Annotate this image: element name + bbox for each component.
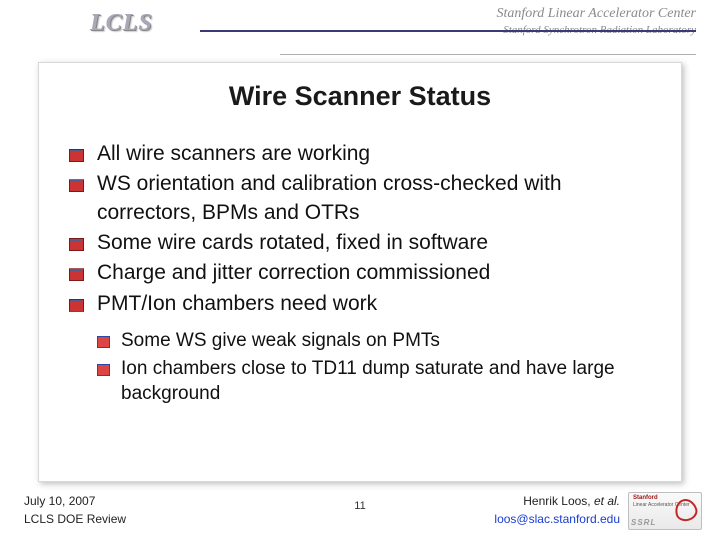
slide-header: LCLS Stanford Linear Accelerator Center … [0, 0, 720, 58]
lcls-logo: LCLS [90, 10, 153, 37]
badge-stanford: Stanford [633, 495, 658, 501]
bullet-text: Charge and jitter correction commissione… [97, 261, 490, 284]
org-line-1: Stanford Linear Accelerator Center [497, 6, 696, 22]
sub-bullet-item: Ion chambers close to TD11 dump saturate… [97, 356, 657, 407]
footer-right: Henrik Loos, et al. loos@slac.stanford.e… [494, 494, 620, 526]
sub-bullet-text: Ion chambers close to TD11 dump saturate… [121, 358, 615, 405]
sub-bullet-item: Some WS give weak signals on PMTs [97, 328, 657, 354]
footer-event: LCLS DOE Review [24, 512, 126, 526]
bullet-text: WS orientation and calibration cross-che… [97, 172, 562, 223]
bullet-item: All wire scanners are working [69, 140, 657, 168]
bullet-item: Some wire cards rotated, fixed in softwa… [69, 229, 657, 257]
badge-ssrl: SSRL [631, 518, 656, 527]
lab-badge: Stanford Linear Accelerator Center SSRL [628, 492, 702, 530]
slide-body: Wire Scanner Status All wire scanners ar… [38, 62, 682, 482]
slide-footer: July 10, 2007 LCLS DOE Review 11 Henrik … [0, 486, 720, 540]
footer-email: loos@slac.stanford.edu [494, 512, 620, 526]
bullet-text: Some wire cards rotated, fixed in softwa… [97, 231, 488, 254]
slide-title: Wire Scanner Status [63, 81, 657, 112]
bullet-text: PMT/Ion chambers need work [97, 292, 377, 315]
bullet-item: PMT/Ion chambers need work [69, 290, 657, 318]
sub-bullet-text: Some WS give weak signals on PMTs [121, 330, 440, 351]
header-rule-bottom [280, 54, 696, 55]
bullet-item: Charge and jitter correction commissione… [69, 259, 657, 287]
footer-author: Henrik Loos, et al. [494, 494, 620, 508]
header-rule-top [200, 30, 696, 32]
sub-bullet-list: Some WS give weak signals on PMTs Ion ch… [97, 328, 657, 407]
main-bullet-list: All wire scanners are working WS orienta… [69, 140, 657, 318]
author-etal: et al. [591, 494, 620, 508]
author-name: Henrik Loos, [523, 494, 590, 508]
bullet-item: WS orientation and calibration cross-che… [69, 170, 657, 227]
bullet-text: All wire scanners are working [97, 142, 370, 165]
badge-ring-icon [673, 497, 700, 524]
